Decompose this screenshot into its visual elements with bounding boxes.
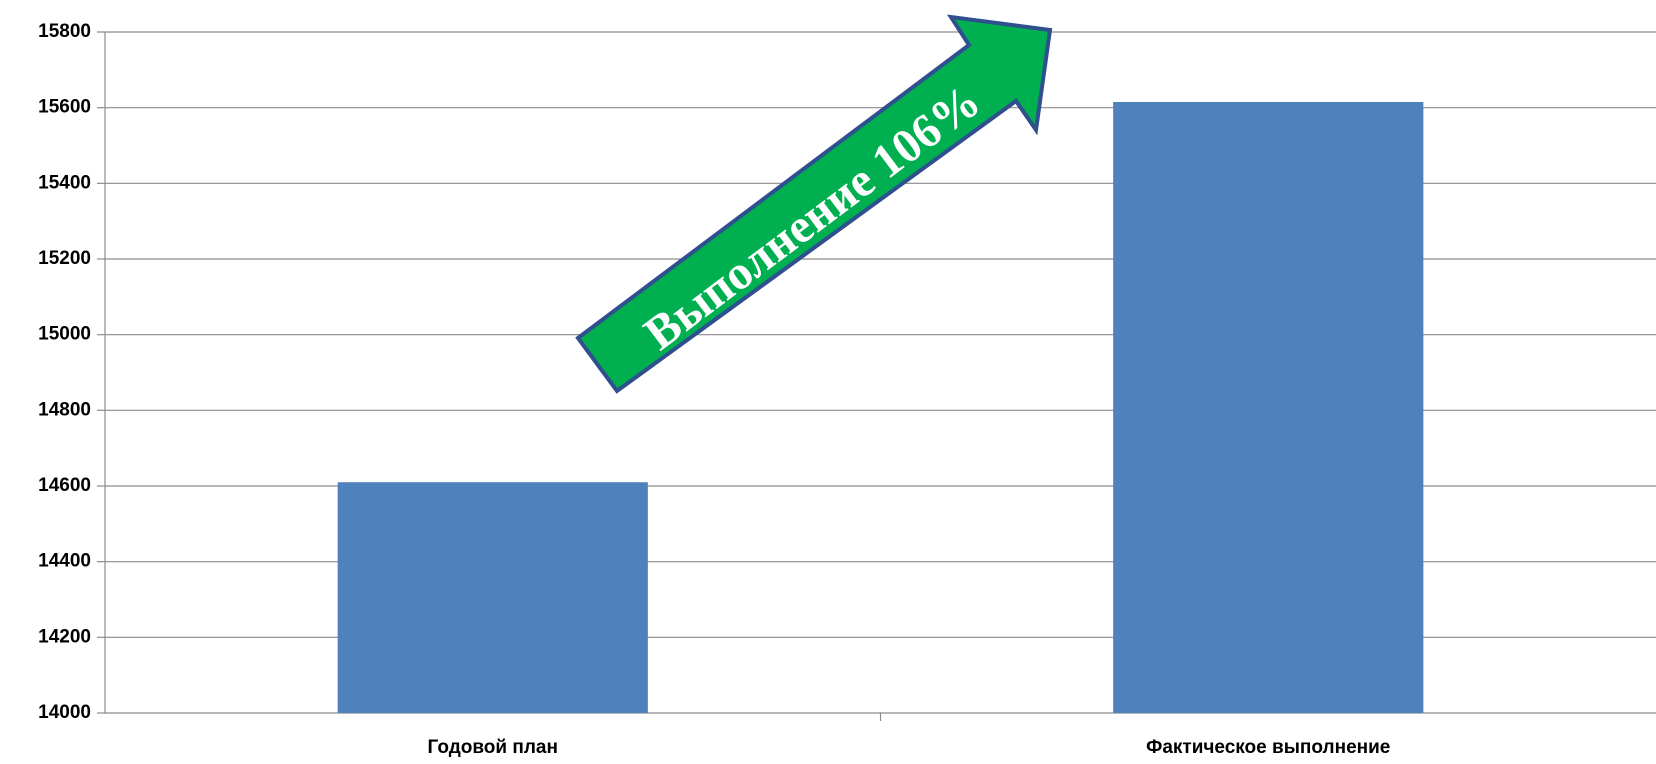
y-tick-label: 14600 bbox=[38, 475, 91, 496]
y-tick-label: 14000 bbox=[38, 702, 91, 723]
y-tick-label: 15200 bbox=[38, 248, 91, 269]
x-category-label: Фактическое выполнение bbox=[1146, 737, 1390, 758]
bar bbox=[337, 482, 648, 713]
y-tick-label: 14800 bbox=[38, 399, 91, 420]
y-tick-label: 15600 bbox=[38, 97, 91, 118]
y-axis-tick-labels: 14000 14200 14400 14600 14800 15000 15200 15400… bbox=[38, 21, 91, 723]
arrow-label: Выполнение 106% bbox=[635, 74, 990, 360]
y-tick-label: 15400 bbox=[38, 172, 91, 193]
y-tick-label: 14400 bbox=[38, 551, 91, 572]
x-axis-category-labels: Годовой план Фактическое выполнение bbox=[428, 737, 1391, 758]
growth-arrow bbox=[575, 14, 1053, 394]
y-tick-label: 15800 bbox=[38, 21, 91, 42]
y-tick-label: 14200 bbox=[38, 626, 91, 647]
x-category-label: Годовой план bbox=[428, 737, 558, 758]
bars bbox=[337, 101, 1424, 713]
bar bbox=[1113, 101, 1424, 713]
y-tick-label: 15000 bbox=[38, 324, 91, 345]
